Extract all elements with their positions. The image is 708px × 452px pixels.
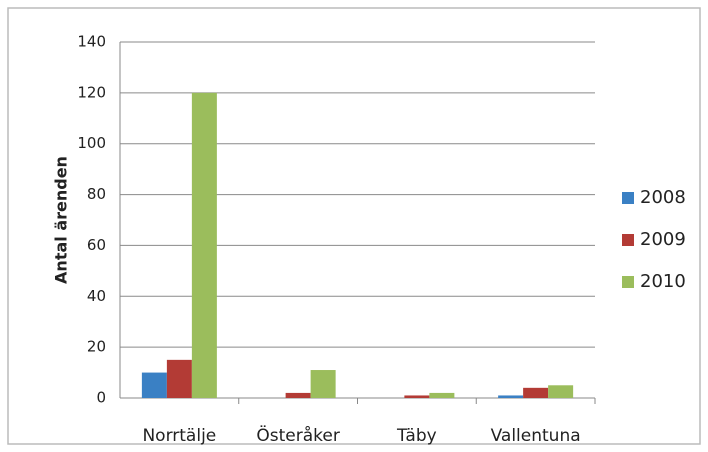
y-tick-label: 140 — [77, 33, 106, 51]
bar — [285, 392, 311, 398]
legend-label: 2009 — [640, 229, 686, 250]
x-tick-label: Österåker — [256, 424, 339, 446]
bar — [429, 392, 455, 398]
chart-frame — [7, 7, 701, 445]
legend-swatch — [622, 234, 634, 246]
bar — [523, 387, 549, 398]
y-tick-label: 120 — [77, 83, 106, 101]
x-tick-label: Norrtälje — [142, 426, 216, 446]
y-tick-label: 100 — [77, 134, 106, 152]
x-tick-label: Vallentuna — [491, 426, 581, 446]
legend-swatch — [622, 276, 634, 288]
x-tick-label: Täby — [396, 426, 437, 446]
bar — [191, 92, 217, 398]
legend-swatch — [622, 192, 634, 204]
bar — [141, 372, 167, 398]
y-tick-label: 40 — [87, 287, 106, 305]
bar — [498, 395, 524, 398]
bar — [404, 395, 430, 398]
y-tick-label: 80 — [87, 185, 106, 203]
y-tick-label: 0 — [96, 389, 106, 407]
bar — [548, 385, 574, 398]
bar — [310, 370, 336, 398]
y-axis-label: Antal ärenden — [52, 156, 71, 284]
bar — [166, 359, 192, 398]
legend-label: 2010 — [640, 271, 686, 292]
y-tick-label: 60 — [87, 236, 106, 254]
legend-label: 2008 — [640, 187, 686, 208]
y-tick-label: 20 — [87, 338, 106, 356]
